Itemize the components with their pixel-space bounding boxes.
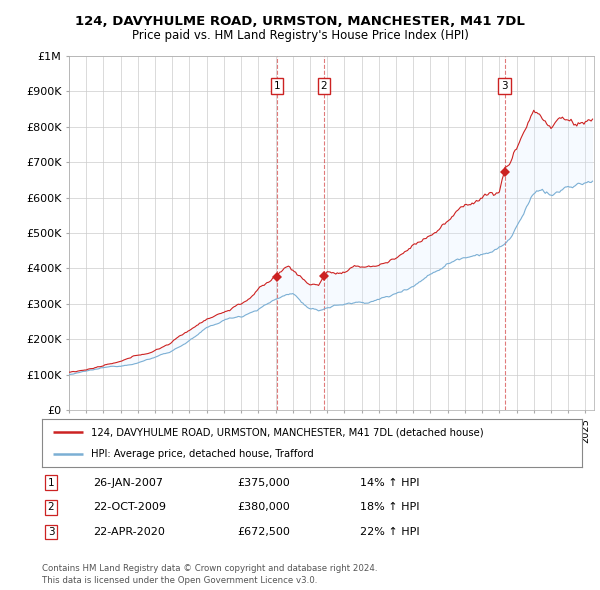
Text: 124, DAVYHULME ROAD, URMSTON, MANCHESTER, M41 7DL: 124, DAVYHULME ROAD, URMSTON, MANCHESTER… — [75, 15, 525, 28]
Text: 2: 2 — [47, 503, 55, 512]
Text: £380,000: £380,000 — [237, 503, 290, 512]
Text: 22-APR-2020: 22-APR-2020 — [93, 527, 165, 537]
Text: 22% ↑ HPI: 22% ↑ HPI — [360, 527, 419, 537]
Text: This data is licensed under the Open Government Licence v3.0.: This data is licensed under the Open Gov… — [42, 576, 317, 585]
Text: 3: 3 — [47, 527, 55, 537]
Text: £375,000: £375,000 — [237, 478, 290, 487]
Text: 124, DAVYHULME ROAD, URMSTON, MANCHESTER, M41 7DL (detached house): 124, DAVYHULME ROAD, URMSTON, MANCHESTER… — [91, 427, 483, 437]
Text: 1: 1 — [274, 81, 280, 91]
Text: 2: 2 — [320, 81, 327, 91]
Text: 22-OCT-2009: 22-OCT-2009 — [93, 503, 166, 512]
Text: Contains HM Land Registry data © Crown copyright and database right 2024.: Contains HM Land Registry data © Crown c… — [42, 565, 377, 573]
Text: Price paid vs. HM Land Registry's House Price Index (HPI): Price paid vs. HM Land Registry's House … — [131, 30, 469, 42]
Text: 3: 3 — [502, 81, 508, 91]
Text: 18% ↑ HPI: 18% ↑ HPI — [360, 503, 419, 512]
Text: 14% ↑ HPI: 14% ↑ HPI — [360, 478, 419, 487]
Text: 1: 1 — [47, 478, 55, 487]
Text: £672,500: £672,500 — [237, 527, 290, 537]
Text: HPI: Average price, detached house, Trafford: HPI: Average price, detached house, Traf… — [91, 449, 313, 459]
Text: 26-JAN-2007: 26-JAN-2007 — [93, 478, 163, 487]
